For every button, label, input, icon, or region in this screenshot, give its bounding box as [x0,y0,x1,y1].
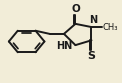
Text: HN: HN [56,41,73,51]
Text: N: N [89,15,97,25]
Text: O: O [71,4,80,14]
Text: CH₃: CH₃ [103,23,118,32]
Text: S: S [87,51,96,61]
